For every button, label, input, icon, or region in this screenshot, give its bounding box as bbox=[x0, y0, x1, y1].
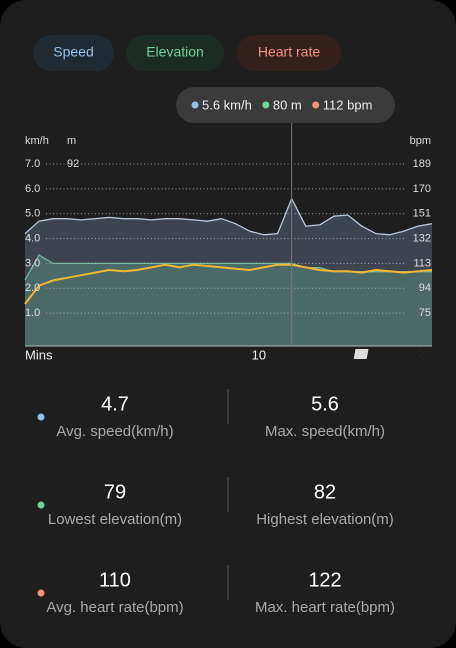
stat-value: 122 bbox=[308, 569, 341, 591]
y2-tick-label: 75 bbox=[419, 307, 431, 319]
tab-button[interactable] bbox=[33, 35, 114, 71]
series-line bbox=[24, 263, 433, 305]
stat-label: Max. heart rate(bpm) bbox=[255, 599, 395, 616]
y2-tick-label: 94 bbox=[419, 282, 431, 294]
y2-tick-label: 189 bbox=[413, 158, 431, 170]
stat-dot bbox=[37, 589, 45, 597]
tab-label[interactable]: Elevation bbox=[146, 44, 204, 60]
stat-dot bbox=[37, 501, 45, 509]
axis-unit: km/h bbox=[25, 135, 49, 147]
tooltip-dot bbox=[312, 101, 320, 109]
y-tick-label: 6.0 bbox=[25, 183, 40, 195]
y2-tick-label: 113 bbox=[413, 257, 431, 269]
x-tick-label: 10 bbox=[252, 347, 266, 362]
series-area bbox=[25, 198, 432, 346]
x-axis-label: Mins bbox=[25, 347, 53, 362]
stat-value: 82 bbox=[314, 481, 336, 503]
stat-label: Avg. heart rate(bpm) bbox=[46, 599, 183, 616]
stat-label: Max. speed(km/h) bbox=[265, 423, 385, 440]
y-tick-label: 2.0 bbox=[25, 282, 40, 294]
stat-label: Highest elevation(m) bbox=[256, 511, 394, 528]
stat-value: 4.7 bbox=[101, 393, 129, 415]
y3-tick-label: 92 bbox=[67, 158, 79, 170]
tooltip-value: 5.6 km/h bbox=[202, 97, 252, 112]
y-tick-label: 1.0 bbox=[25, 307, 40, 319]
tooltip-value: 112 bpm bbox=[323, 97, 373, 112]
y2-tick-label: 151 bbox=[413, 208, 431, 220]
series-line bbox=[24, 198, 433, 236]
axis-unit: m bbox=[67, 135, 76, 147]
tab-button[interactable] bbox=[126, 35, 224, 71]
tooltip-dot bbox=[262, 101, 270, 109]
tab-label[interactable]: Speed bbox=[53, 44, 93, 60]
y2-tick-label: 132 bbox=[413, 232, 431, 244]
tooltip-dot bbox=[191, 101, 199, 109]
series-area bbox=[25, 255, 432, 346]
axis-unit: bpm bbox=[410, 135, 431, 147]
y-tick-label: 7.0 bbox=[25, 158, 40, 170]
y-tick-label: 5.0 bbox=[25, 208, 40, 220]
stat-value: 5.6 bbox=[311, 393, 339, 415]
finish-flag bbox=[353, 349, 430, 359]
y2-tick-label: 170 bbox=[413, 183, 431, 195]
stat-label: Avg. speed(km/h) bbox=[56, 423, 173, 440]
tab-button[interactable] bbox=[237, 35, 341, 71]
tooltip-value: 80 m bbox=[273, 97, 302, 112]
stat-label: Lowest elevation(m) bbox=[48, 511, 182, 528]
y-tick-label: 3.0 bbox=[25, 257, 40, 269]
tab-label[interactable]: Heart rate bbox=[258, 44, 320, 60]
stat-value: 110 bbox=[99, 569, 131, 591]
stat-dot bbox=[37, 413, 45, 421]
tooltip bbox=[176, 87, 395, 123]
stat-value: 79 bbox=[104, 481, 126, 503]
y-tick-label: 4.0 bbox=[25, 232, 40, 244]
